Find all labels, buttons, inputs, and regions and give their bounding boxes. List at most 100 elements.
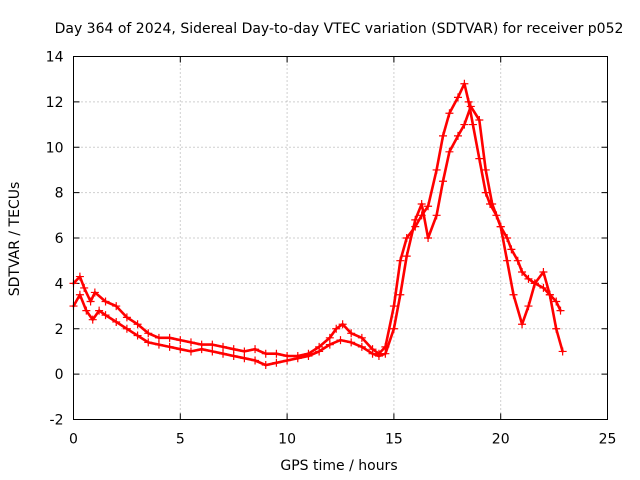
- series-line: [72, 82, 562, 358]
- data-point: [197, 345, 206, 354]
- data-point: [219, 349, 228, 358]
- data-point: [122, 324, 131, 333]
- data-point: [315, 347, 324, 356]
- data-point: [524, 274, 533, 283]
- data-point: [229, 345, 238, 354]
- data-point: [133, 320, 142, 329]
- data-point: [261, 361, 270, 370]
- data-point: [545, 290, 554, 299]
- data-point: [503, 234, 512, 242]
- data-point: [475, 116, 484, 125]
- axis-ticks: 0 5 10 15 20 25 -2 0 2 4 6 8 10 12 14: [46, 50, 617, 448]
- data-point: [524, 302, 533, 311]
- data-point: [325, 340, 334, 349]
- data-point: [503, 256, 512, 265]
- plot-frame: [73, 56, 608, 420]
- data-point: [424, 202, 433, 211]
- data-point: [332, 324, 341, 333]
- y-tick-label: 4: [55, 276, 64, 292]
- series-track-a: [69, 79, 565, 360]
- data-point: [481, 165, 490, 174]
- data-point: [82, 306, 91, 315]
- data-point: [507, 245, 516, 254]
- data-point: [251, 345, 260, 354]
- data-point: [411, 215, 420, 224]
- series-track-b: [69, 102, 567, 370]
- y-tick-label: 2: [55, 322, 64, 338]
- data-point: [144, 329, 153, 338]
- data-point: [101, 311, 110, 320]
- data-point: [518, 268, 527, 277]
- y-axis-label: SDTVAR / TECUs: [7, 182, 23, 297]
- data-point: [112, 302, 121, 311]
- data-point: [165, 333, 174, 342]
- x-tick-label: 0: [69, 432, 78, 448]
- data-point: [432, 211, 441, 220]
- data-point: [445, 109, 454, 118]
- data-point: [133, 331, 142, 340]
- data-point: [488, 199, 497, 208]
- data-point: [539, 283, 548, 292]
- data-point: [90, 288, 99, 297]
- data-point: [464, 97, 473, 106]
- y-tick-label: 14: [46, 50, 64, 66]
- data-point: [475, 154, 484, 163]
- data-point: [240, 354, 249, 363]
- y-tick-label: 10: [46, 140, 64, 156]
- data-point: [552, 297, 561, 306]
- data-point: [439, 177, 448, 186]
- data-point: [530, 279, 539, 288]
- data-point: [251, 356, 260, 365]
- data-point: [86, 297, 95, 306]
- y-tick-label: 6: [55, 231, 64, 247]
- data-point: [283, 356, 292, 365]
- data-point: [272, 358, 281, 367]
- y-tick-label: -2: [50, 413, 64, 429]
- data-point: [261, 349, 270, 358]
- data-point: [229, 351, 238, 360]
- data-point: [144, 338, 153, 347]
- data-point: [122, 313, 131, 322]
- data-point: [176, 336, 185, 345]
- data-point: [518, 320, 527, 329]
- data-point: [272, 349, 281, 358]
- data-point: [513, 256, 522, 265]
- x-tick-label: 15: [385, 432, 403, 448]
- data-point: [165, 342, 174, 351]
- data-point: [466, 102, 475, 111]
- data-point: [552, 324, 561, 333]
- data-point: [445, 147, 454, 156]
- data-point: [539, 268, 548, 277]
- data-point: [402, 252, 411, 261]
- data-point: [374, 351, 383, 360]
- data-point: [509, 290, 518, 299]
- x-tick-label: 25: [599, 432, 617, 448]
- data-point: [347, 338, 356, 347]
- x-tick-label: 20: [492, 432, 510, 448]
- data-point: [439, 131, 448, 140]
- data-point: [347, 329, 356, 338]
- x-tick-label: 5: [176, 432, 185, 448]
- data-point: [468, 120, 477, 129]
- data-point: [496, 222, 505, 231]
- data-point: [154, 340, 163, 349]
- data-point: [338, 320, 347, 329]
- data-point: [325, 333, 334, 342]
- data-point: [432, 165, 441, 174]
- data-point: [453, 131, 462, 140]
- data-series: [69, 79, 567, 370]
- data-point: [186, 347, 195, 356]
- data-point: [357, 333, 366, 342]
- x-tick-label: 10: [278, 432, 296, 448]
- y-tick-label: 0: [55, 367, 64, 383]
- data-point: [101, 297, 110, 306]
- data-point: [424, 234, 433, 242]
- data-point: [336, 336, 345, 345]
- data-point: [368, 349, 377, 358]
- data-point: [80, 283, 89, 292]
- data-point: [396, 256, 405, 265]
- data-point: [304, 351, 313, 360]
- data-point: [75, 290, 84, 299]
- series-line: [72, 105, 564, 367]
